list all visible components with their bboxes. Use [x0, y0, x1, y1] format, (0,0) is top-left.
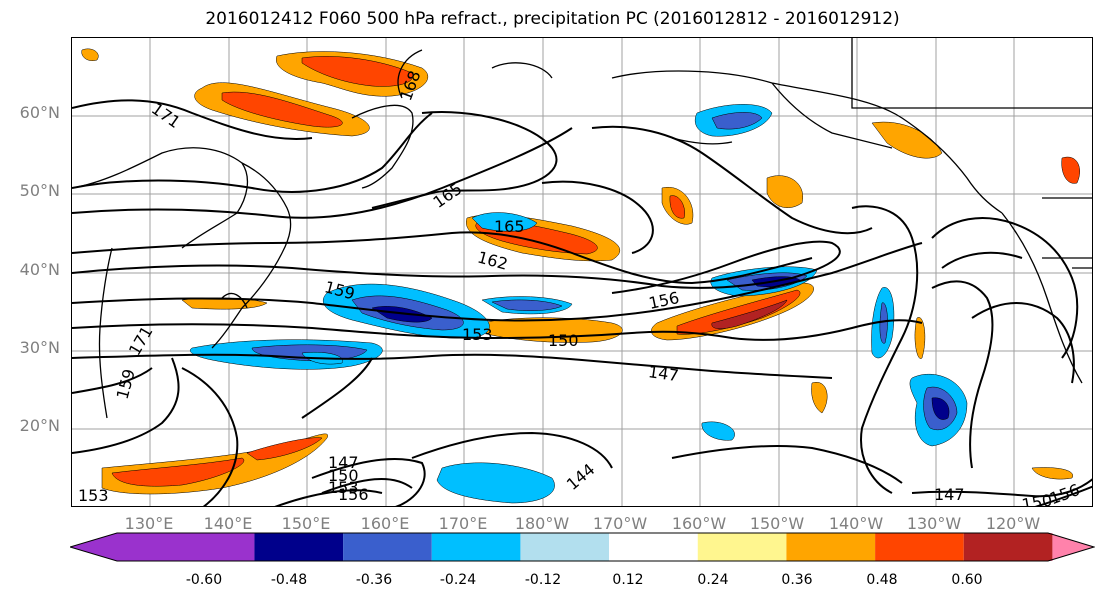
- contour-label: 156: [1047, 480, 1082, 507]
- contour-label: 159: [113, 367, 139, 401]
- colorbar-tick-label: 0.24: [697, 572, 729, 588]
- map-canvas: 171 168 165 165 162 159 156 153 150 147 …: [72, 38, 1092, 507]
- colorbar-segment: [520, 533, 610, 561]
- contour-label: 153: [78, 486, 109, 505]
- lat-label: 50°N: [19, 181, 60, 200]
- lon-label: 170°W: [592, 514, 648, 533]
- contour-label: 162: [475, 247, 509, 273]
- colorbar-segment: [697, 533, 787, 561]
- lon-label: 150°W: [749, 514, 805, 533]
- contour-labels: 171 168 165 165 162 159 156 153 150 147 …: [78, 68, 1082, 507]
- colorbar-tick-label: 0.48: [866, 572, 898, 588]
- colorbar-tick-label: 0.12: [612, 572, 644, 588]
- contour-label: 153: [462, 325, 493, 344]
- colorbar-segment: [1048, 533, 1094, 561]
- lon-label: 150°E: [281, 514, 331, 533]
- lon-label: 140°E: [203, 514, 253, 533]
- colorbar-tick-label: -0.60: [185, 572, 223, 588]
- refractivity-contours: [72, 99, 1092, 506]
- colorbar-segment: [609, 533, 698, 561]
- lon-label: 170°E: [438, 514, 488, 533]
- colorbar-segment: [70, 533, 255, 561]
- colorbar-tick-label: 0.36: [781, 572, 813, 588]
- colorbar-tick-label: -0.12: [524, 572, 562, 588]
- contour-label: 156: [338, 485, 369, 504]
- contour-label: 171: [125, 323, 157, 359]
- contour-label: 171: [148, 99, 184, 132]
- colorbar-segment: [963, 533, 1053, 561]
- contour-label: 150: [328, 466, 359, 485]
- lon-label: 140°W: [828, 514, 884, 533]
- colorbar-segment: [343, 533, 432, 561]
- colorbar-outline: [70, 532, 1095, 562]
- contour-label: 144: [563, 460, 599, 494]
- colorbar-tick-label: -0.48: [270, 572, 308, 588]
- contour-label: 147: [934, 485, 965, 504]
- contour-label: 150: [548, 331, 579, 350]
- lon-label: 120°W: [985, 514, 1041, 533]
- lon-label: 160°E: [360, 514, 410, 533]
- contour-label: 165: [430, 179, 466, 212]
- map-panel: 171 168 165 165 162 159 156 153 150 147 …: [71, 37, 1093, 507]
- lat-label: 30°N: [19, 338, 60, 357]
- contour-label: 153: [328, 478, 359, 497]
- contour-label: 156: [647, 288, 681, 313]
- colorbar-segment: [431, 533, 521, 561]
- contour-label: 150: [1020, 490, 1053, 507]
- colorbar-tick-label: 0.60: [951, 572, 983, 588]
- precip-shading: [81, 48, 1080, 504]
- colorbar-tick-label: -0.24: [439, 572, 477, 588]
- colorbar-segment: [254, 533, 344, 561]
- lat-label: 60°N: [19, 103, 60, 122]
- contour-label: 165: [494, 217, 525, 236]
- lon-label: 130°E: [124, 514, 174, 533]
- contour-label: 147: [647, 362, 680, 385]
- lon-label: 180°W: [514, 514, 570, 533]
- colorbar-tick-label: -0.36: [355, 572, 393, 588]
- lon-label: 130°W: [906, 514, 962, 533]
- lat-label: 20°N: [19, 416, 60, 435]
- lat-label: 40°N: [19, 260, 60, 279]
- map-title: 2016012412 F060 500 hPa refract., precip…: [205, 9, 900, 29]
- contour-label: 147: [328, 453, 359, 472]
- colorbar: [70, 532, 1095, 562]
- lon-label: 160°W: [671, 514, 727, 533]
- colorbar-segment: [875, 533, 964, 561]
- colorbar-segment: [786, 533, 876, 561]
